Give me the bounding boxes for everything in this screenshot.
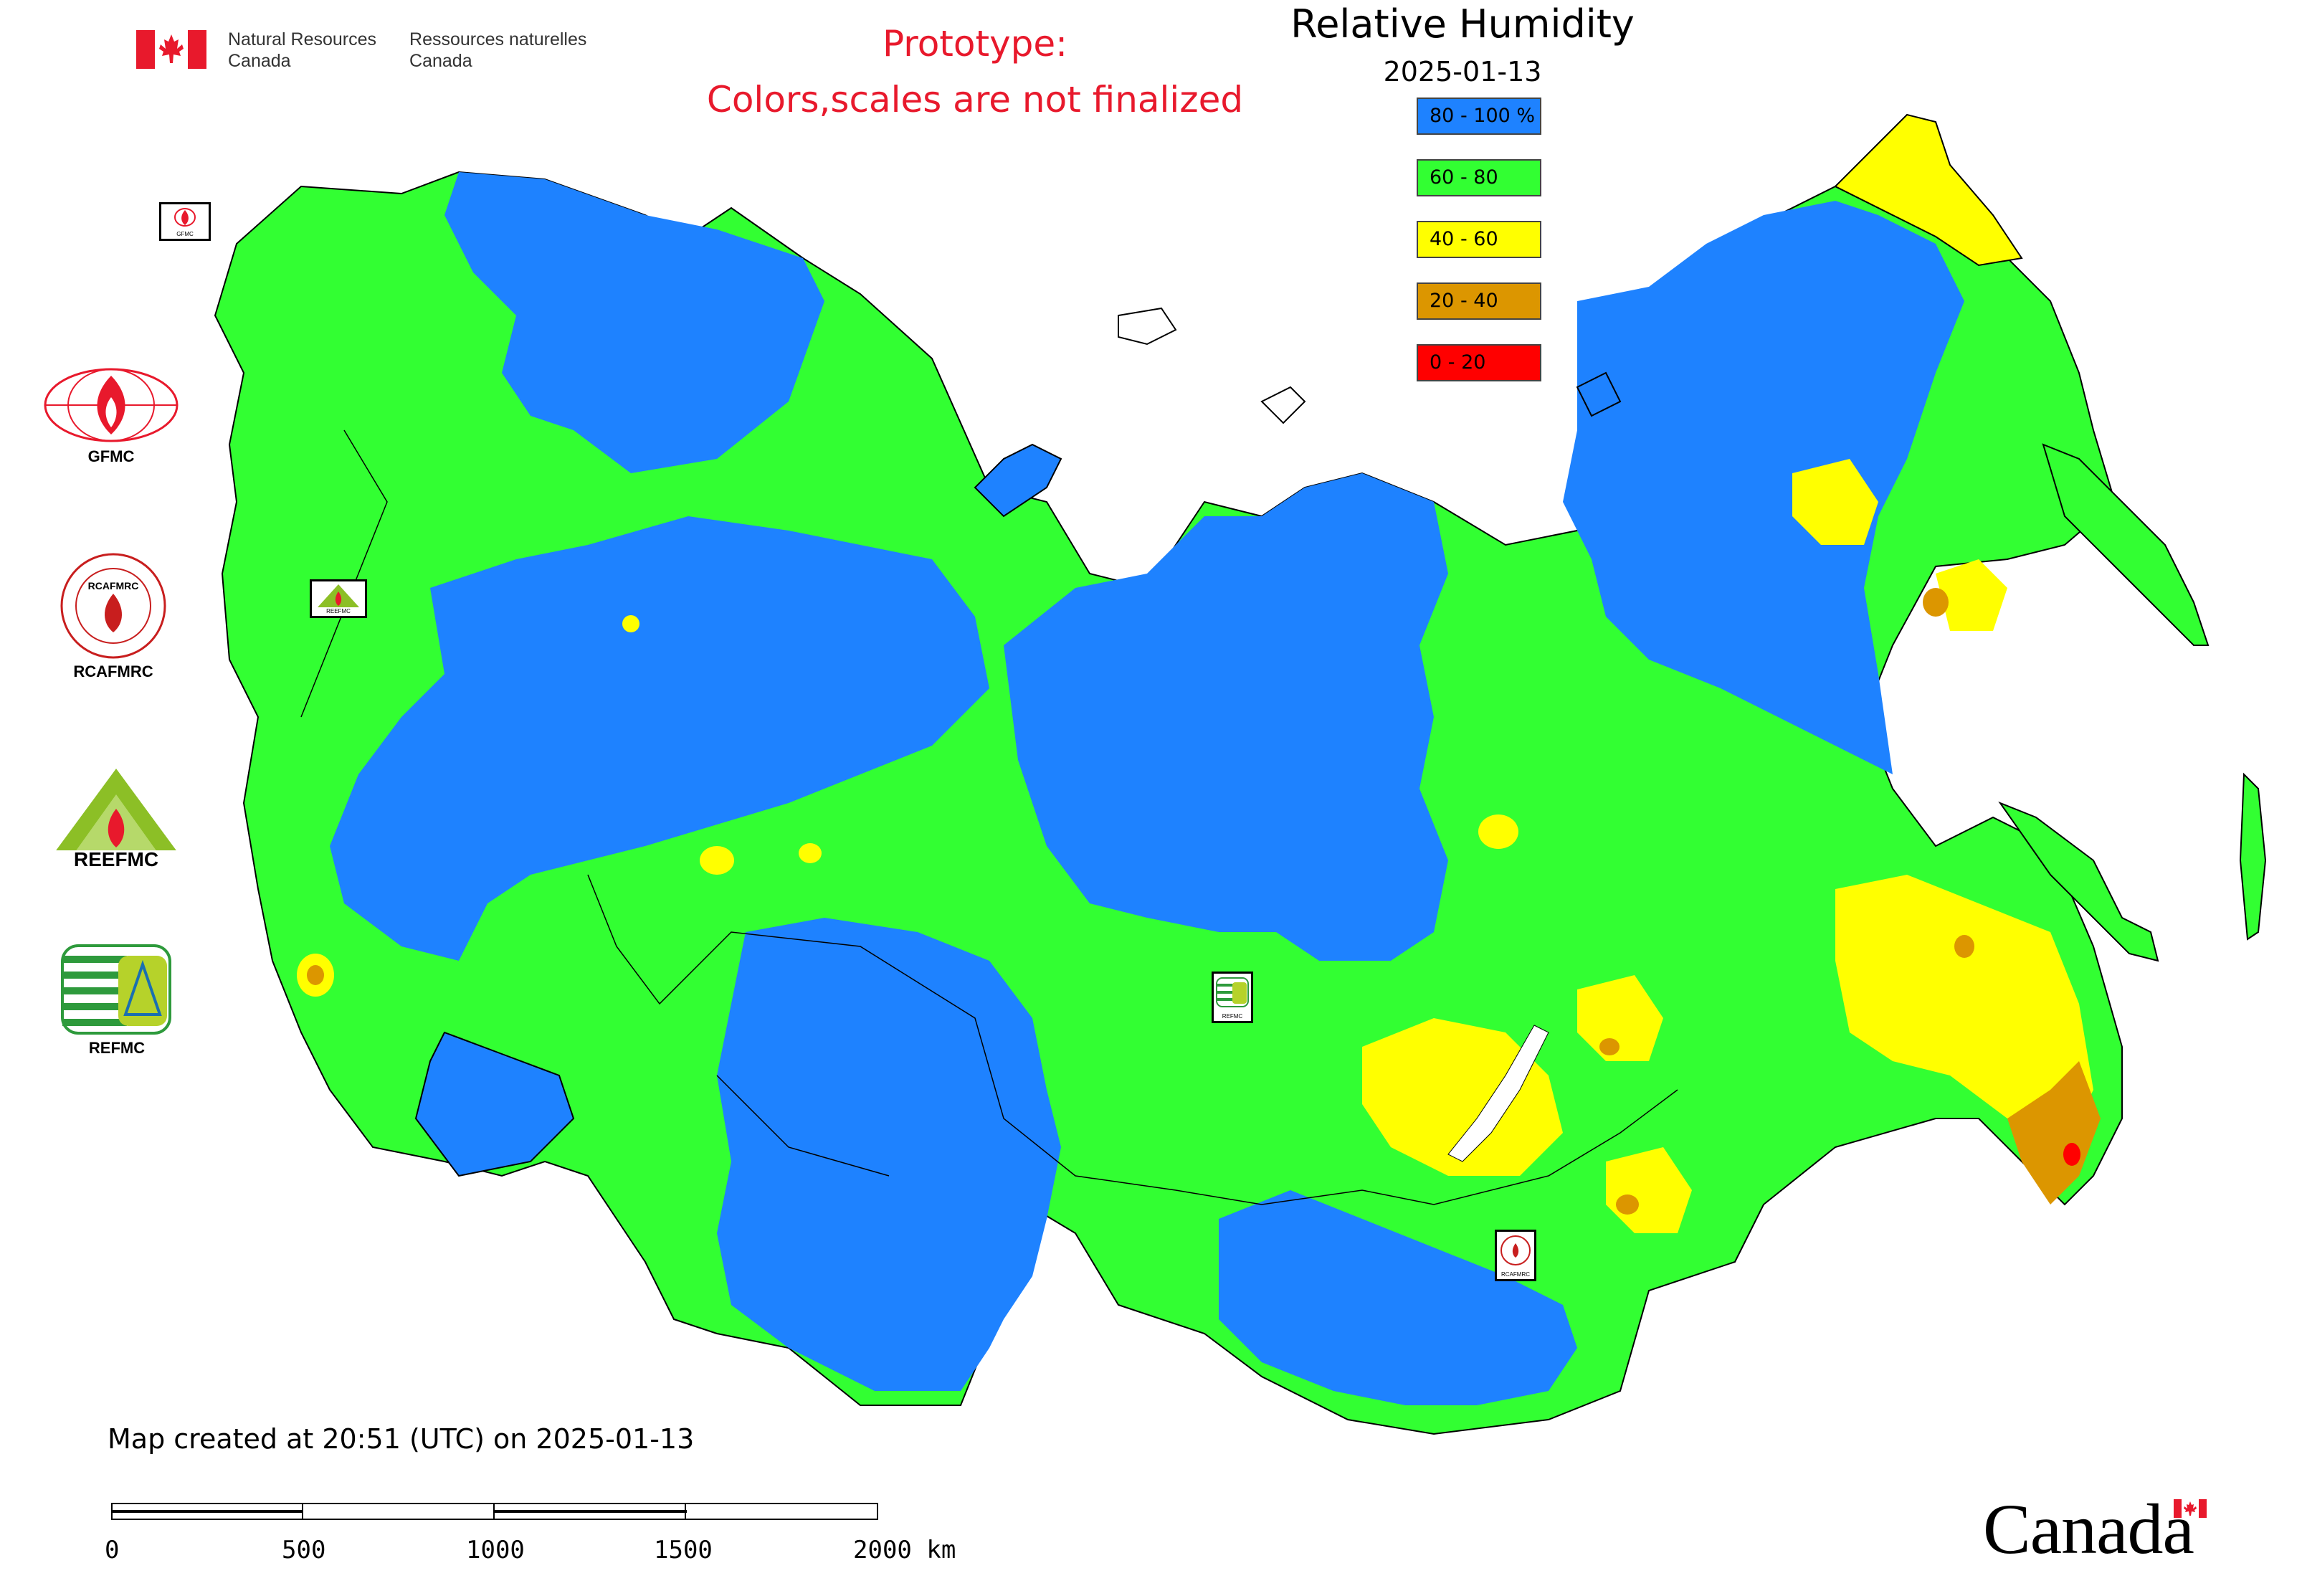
country-borders	[300, 429, 1678, 1205]
partner-reefmc[interactable]: REEFMC	[37, 766, 195, 876]
humidity-40-60-regions	[297, 459, 2093, 1233]
partner-rcafmrc[interactable]: RCAFMRC RCAFMRC	[56, 552, 171, 681]
org-name-fr: Ressources naturelles Canada	[409, 29, 587, 71]
government-signature: Natural Resources Canada Ressources natu…	[136, 29, 586, 72]
lake-baikal	[1447, 1025, 1549, 1162]
partner-label-gfmc: GFMC	[87, 447, 135, 465]
partner-label-rcafmrc: RCAFMRC	[73, 662, 153, 680]
canada-flag-icon	[136, 30, 206, 69]
scale-label: 2000 km	[853, 1536, 956, 1564]
map-marker-reefmc[interactable]: REEFMC	[310, 579, 367, 618]
scale-bar	[111, 1503, 878, 1524]
prototype-notice: Prototype: Colors,scales are not finaliz…	[706, 23, 1244, 120]
arctic-islands	[974, 307, 1622, 518]
legend-date: 2025-01-13	[1383, 56, 1542, 87]
humidity-20-40-regions	[307, 588, 2101, 1215]
scale-label: 1000	[466, 1536, 525, 1564]
scale-label: 1500	[654, 1536, 713, 1564]
partner-refmc[interactable]: REFMC	[56, 943, 178, 1058]
svg-text:REEFMC: REEFMC	[74, 848, 158, 870]
reefmc-marker-icon	[318, 584, 359, 607]
gfmc-marker-icon	[174, 208, 196, 227]
org-name-en: Natural Resources Canada	[228, 29, 377, 71]
partner-label-refmc: REFMC	[88, 1039, 146, 1057]
humidity-80-100-regions	[330, 172, 1964, 1405]
refmc-stripes-icon	[61, 944, 171, 1035]
map-marker-gfmc[interactable]: GFMC	[159, 202, 211, 241]
legend-item: 20 - 40	[1417, 282, 1541, 320]
rcafmrc-seal-icon: RCAFMRC	[60, 553, 166, 659]
partner-gfmc[interactable]: GFMC	[39, 366, 183, 466]
scale-label: 500	[282, 1536, 326, 1564]
map-marker-refmc[interactable]: REFMC	[1212, 972, 1253, 1023]
humidity-0-20-regions	[2063, 1143, 2080, 1166]
legend-item: 0 - 20	[1417, 344, 1541, 381]
canada-wordmark: Canada	[1983, 1488, 2207, 1570]
legend-item: 40 - 60	[1417, 221, 1541, 258]
reefmc-triangle-fire-icon: REEFMC	[37, 769, 195, 870]
legend-item: 80 - 100 %	[1417, 98, 1541, 135]
gfmc-globe-fire-icon	[44, 368, 179, 442]
canada-wordmark-flag-icon	[2174, 1499, 2207, 1518]
map-marker-rcafmrc[interactable]: RCAFMRC	[1495, 1230, 1536, 1281]
scale-label: 0	[105, 1536, 120, 1564]
svg-text:RCAFMRC: RCAFMRC	[88, 580, 139, 592]
refmc-marker-icon	[1216, 977, 1249, 1007]
rcafmrc-marker-icon	[1500, 1235, 1531, 1265]
map-created-timestamp: Map created at 20:51 (UTC) on 2025-01-13	[108, 1423, 695, 1455]
legend-title: Relative Humidity	[1290, 1, 1635, 47]
legend-item: 60 - 80	[1417, 159, 1541, 196]
